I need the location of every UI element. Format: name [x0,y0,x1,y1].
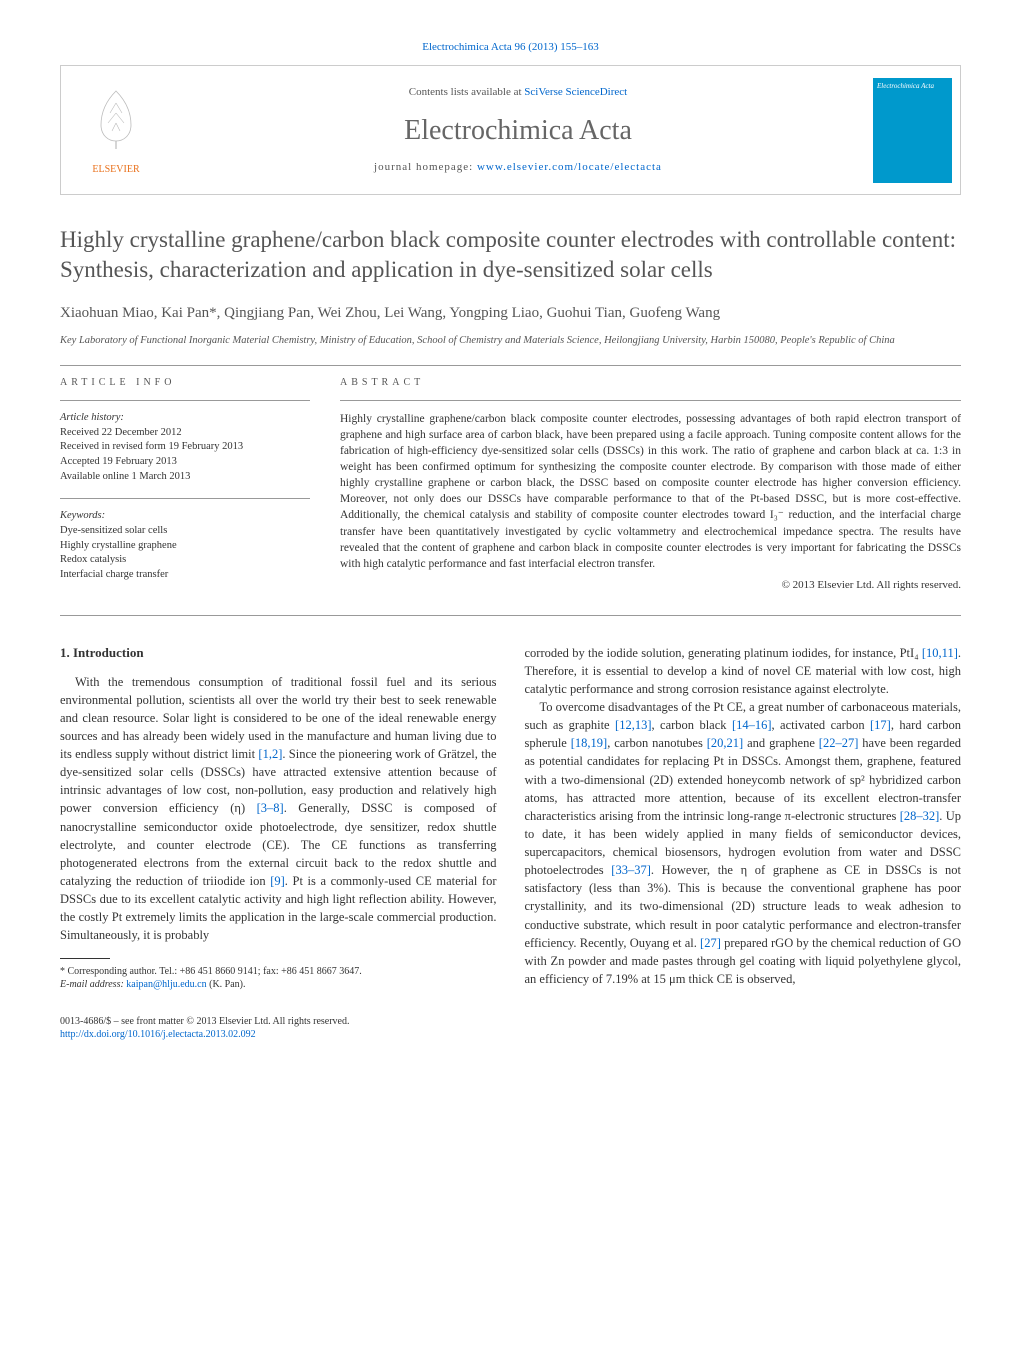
abstract-label: abstract [340,376,961,390]
homepage-prefix: journal homepage: [374,161,477,173]
paragraph: corroded by the iodide solution, generat… [525,644,962,698]
citation-link[interactable]: [20,21] [707,736,743,750]
keyword: Redox catalysis [60,553,310,568]
page-footer: 0013-4686/$ – see front matter © 2013 El… [60,1015,961,1041]
divider [340,400,961,401]
author-list: Xiaohuan Miao, Kai Pan*, Qingjiang Pan, … [60,303,961,324]
publisher-logo-cell: ELSEVIER [61,66,171,194]
abstract-text: Highly crystalline graphene/carbon black… [340,411,961,572]
contents-available: Contents lists available at SciVerse Sci… [409,85,627,100]
homepage-link[interactable]: www.elsevier.com/locate/electacta [477,161,662,173]
citation-link[interactable]: [14–16] [732,718,772,732]
received-date: Received 22 December 2012 [60,426,310,441]
sciencedirect-link[interactable]: SciVerse ScienceDirect [524,86,627,98]
header-center: Contents lists available at SciVerse Sci… [171,66,865,194]
paragraph: With the tremendous consumption of tradi… [60,673,497,945]
citation-link[interactable]: [1,2] [258,747,282,761]
journal-cover-thumb: Electrochimica Acta [873,78,952,183]
abstract-column: abstract Highly crystalline graphene/car… [340,376,961,597]
citation-link[interactable]: [33–37] [611,863,651,877]
abstract-copyright: © 2013 Elsevier Ltd. All rights reserved… [340,578,961,593]
citation-link[interactable]: [12,13] [615,718,651,732]
paragraph: To overcome disadvantages of the Pt CE, … [525,698,962,988]
citation-link[interactable]: [10,11] [922,646,958,660]
keyword: Dye-sensitized solar cells [60,524,310,539]
journal-reference: Electrochimica Acta 96 (2013) 155–163 [60,40,961,55]
affiliation: Key Laboratory of Functional Inorganic M… [60,334,961,349]
section-heading-intro: 1. Introduction [60,644,497,663]
article-history: Article history: Received 22 December 20… [60,411,310,484]
article-info-label: article info [60,376,310,390]
citation-link[interactable]: [18,19] [571,736,607,750]
history-heading: Article history: [60,411,310,426]
article-title: Highly crystalline graphene/carbon black… [60,225,961,285]
footnote-rule [60,958,110,959]
citation-link[interactable]: [22–27] [819,736,859,750]
keyword: Interfacial charge transfer [60,568,310,583]
keywords-heading: Keywords: [60,509,310,524]
journal-name: Electrochimica Acta [404,111,632,150]
revised-date: Received in revised form 19 February 201… [60,440,310,455]
corr-author-line: * Corresponding author. Tel.: +86 451 86… [60,965,497,978]
cover-cell: Electrochimica Acta [865,66,960,194]
citation-link[interactable]: [28–32] [900,809,940,823]
accepted-date: Accepted 19 February 2013 [60,455,310,470]
body-text: 1. Introduction With the tremendous cons… [60,644,961,992]
email-link[interactable]: kaipan@hlju.edu.cn [126,979,206,990]
journal-homepage: journal homepage: www.elsevier.com/locat… [374,160,662,175]
publisher-name: ELSEVIER [86,163,146,177]
article-info-column: article info Article history: Received 2… [60,376,310,597]
citation-link[interactable]: [27] [700,936,721,950]
citation-link[interactable]: [17] [870,718,891,732]
doi-link[interactable]: http://dx.doi.org/10.1016/j.electacta.20… [60,1029,256,1040]
corresponding-author-footnote: * Corresponding author. Tel.: +86 451 86… [60,965,497,991]
corr-email-line: E-mail address: kaipan@hlju.edu.cn (K. P… [60,978,497,991]
issn-line: 0013-4686/$ – see front matter © 2013 El… [60,1015,961,1028]
journal-header: ELSEVIER Contents lists available at Sci… [60,65,961,195]
contents-prefix: Contents lists available at [409,86,524,98]
info-abstract-row: article info Article history: Received 2… [60,376,961,597]
citation-link[interactable]: [3–8] [257,801,284,815]
online-date: Available online 1 March 2013 [60,470,310,485]
elsevier-logo: ELSEVIER [86,83,146,177]
divider [60,365,961,366]
keyword: Highly crystalline graphene [60,539,310,554]
citation-link[interactable]: [9] [270,874,285,888]
journal-ref-link[interactable]: Electrochimica Acta 96 (2013) 155–163 [422,41,599,53]
divider [60,400,310,401]
keywords-block: Keywords: Dye-sensitized solar cells Hig… [60,509,310,582]
divider [60,498,310,499]
divider [60,615,961,616]
